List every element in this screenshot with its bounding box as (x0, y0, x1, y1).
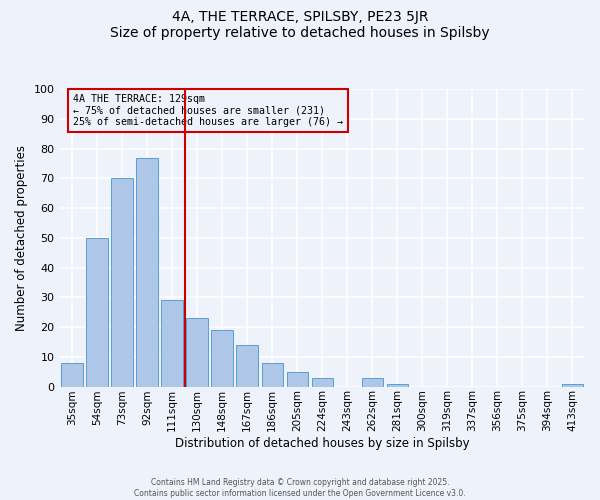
Text: Contains HM Land Registry data © Crown copyright and database right 2025.
Contai: Contains HM Land Registry data © Crown c… (134, 478, 466, 498)
Bar (86, 238, 107, 386)
Bar (236, 345, 258, 387)
Bar (136, 158, 158, 386)
Bar (311, 378, 333, 386)
Bar (161, 300, 182, 386)
X-axis label: Distribution of detached houses by size in Spilsby: Distribution of detached houses by size … (175, 437, 470, 450)
Text: 4A THE TERRACE: 129sqm
← 75% of detached houses are smaller (231)
25% of semi-de: 4A THE TERRACE: 129sqm ← 75% of detached… (73, 94, 343, 127)
Bar (112, 178, 133, 386)
Text: 4A, THE TERRACE, SPILSBY, PE23 5JR
Size of property relative to detached houses : 4A, THE TERRACE, SPILSBY, PE23 5JR Size … (110, 10, 490, 40)
Bar (562, 384, 583, 386)
Y-axis label: Number of detached properties: Number of detached properties (15, 145, 28, 331)
Bar (187, 318, 208, 386)
Bar (287, 372, 308, 386)
Bar (262, 363, 283, 386)
Bar (386, 384, 408, 386)
Bar (211, 330, 233, 386)
Bar (61, 363, 83, 386)
Bar (362, 378, 383, 386)
